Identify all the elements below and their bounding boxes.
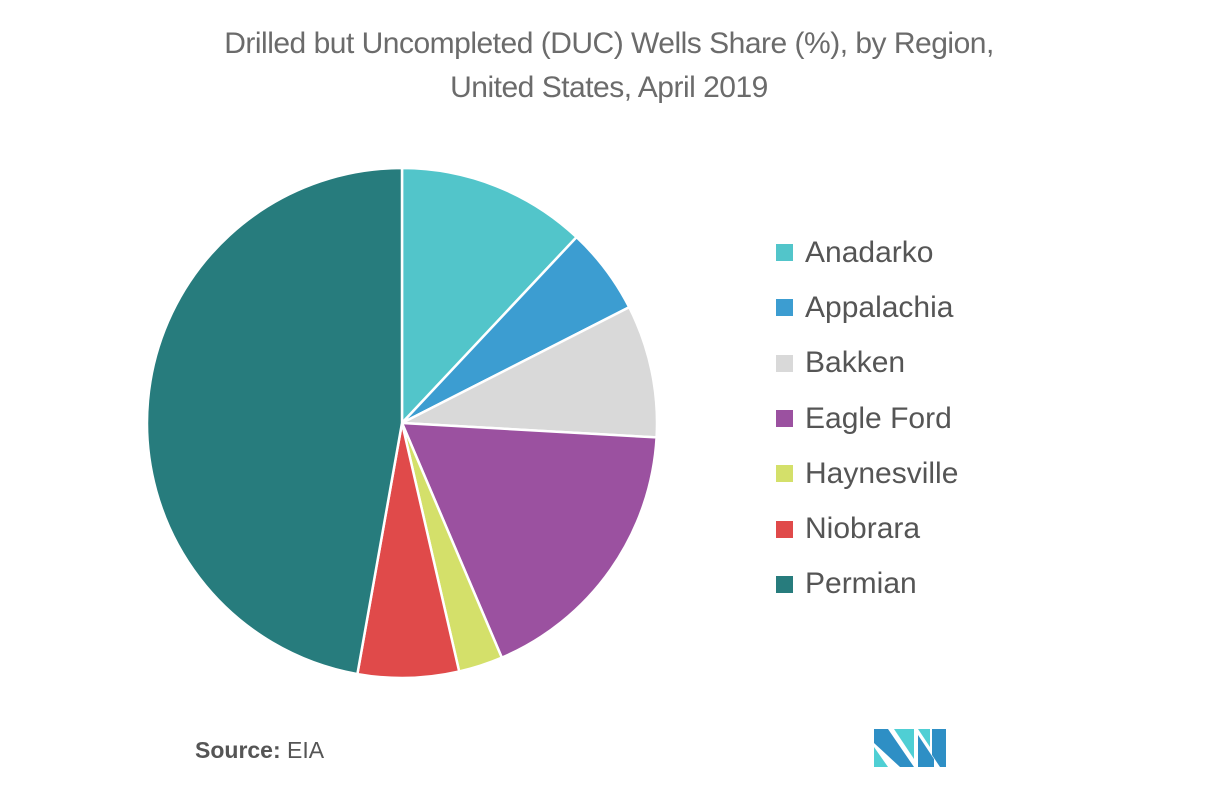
legend-label: Permian <box>805 567 917 601</box>
source-label: Source: <box>195 737 281 763</box>
source-note: Source: EIA <box>195 737 324 764</box>
pie-slice-bakken <box>397 305 659 439</box>
legend-swatch <box>776 410 793 428</box>
pie-slice-anadarko <box>400 166 579 427</box>
legend-item: Niobrara <box>776 501 958 556</box>
legend-swatch <box>776 520 793 538</box>
pie-slice-permian <box>145 166 404 676</box>
legend-swatch <box>776 354 793 372</box>
legend-item: Haynesville <box>776 446 958 501</box>
title-line-2: United States, April 2019 <box>450 71 768 104</box>
pie-slice-eagle-ford <box>400 421 658 660</box>
company-logo <box>874 729 946 767</box>
legend-label: Eagle Ford <box>805 401 952 435</box>
legend-label: Haynesville <box>805 456 959 490</box>
legend-label: Bakken <box>805 346 906 380</box>
legend-item: Anadarko <box>776 225 958 280</box>
legend-item: Bakken <box>776 336 958 391</box>
legend-swatch <box>776 575 793 593</box>
legend-swatch <box>776 244 793 262</box>
source-value: EIA <box>287 737 325 763</box>
legend-label: Anadarko <box>805 235 934 269</box>
legend-swatch <box>776 465 793 483</box>
title-line-1: Drilled but Uncompleted (DUC) Wells Shar… <box>224 27 994 60</box>
legend-swatch <box>776 299 793 317</box>
legend-item: Permian <box>776 557 958 612</box>
chart-title: Drilled but Uncompleted (DUC) Wells Shar… <box>0 22 1218 110</box>
legend-item: Appalachia <box>776 280 958 335</box>
legend-label: Appalachia <box>805 290 954 324</box>
legend: Anadarko Appalachia Bakken Eagle Ford Haynes… <box>776 225 958 612</box>
legend-label: Niobrara <box>805 512 921 546</box>
legend-item: Eagle Ford <box>776 391 958 446</box>
